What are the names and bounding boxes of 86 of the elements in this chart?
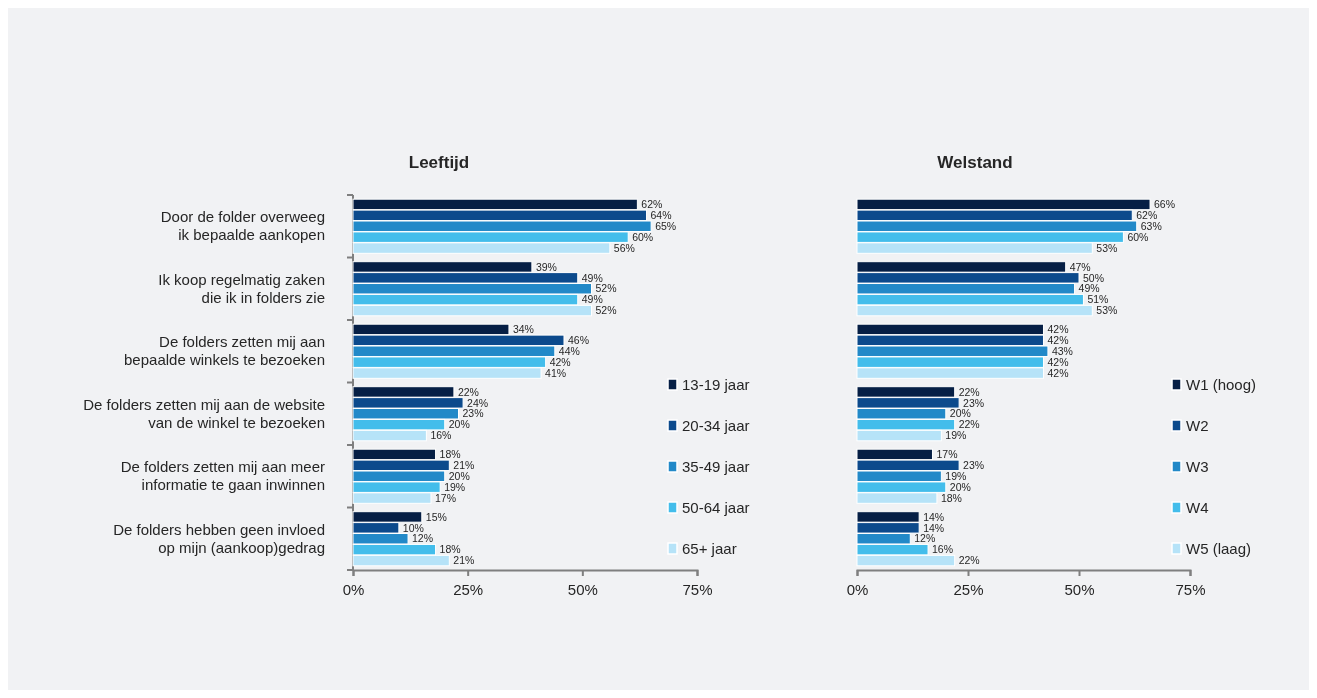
chart-title: Leeftijd (408, 153, 470, 172)
x-tick-label: 50% (567, 580, 598, 598)
legend-label: 35-49 jaar (682, 458, 750, 476)
data-label: 22% (457, 385, 479, 398)
data-label: 18% (439, 448, 461, 461)
data-label: 15% (425, 510, 447, 523)
data-label: 44% (558, 344, 580, 357)
legend-label: 13-19 jaar (682, 376, 750, 394)
x-tick-label: 75% (1175, 580, 1206, 598)
data-label: 22% (958, 385, 980, 398)
data-label: 23% (963, 396, 985, 409)
x-tick-label: 50% (1064, 580, 1095, 598)
x-tick-label: 0% (846, 580, 869, 598)
data-label: 49% (1078, 282, 1100, 295)
data-label: 60% (1127, 230, 1149, 243)
data-label: 50% (1083, 271, 1105, 284)
y-tick-label: De folders hebben geen invloed op mijn (aankoop)gedrag (113, 520, 325, 556)
data-label: 64% (650, 209, 672, 222)
data-label: 20% (949, 480, 971, 493)
y-tick-label: Ik koop regelmatig zaken die ik in folders zie (158, 270, 325, 306)
data-label: 49% (581, 271, 603, 284)
x-tick-label: 25% (453, 580, 484, 598)
data-label: 42% (1047, 323, 1069, 336)
data-label: 14% (923, 521, 945, 534)
data-label: 10% (402, 521, 424, 534)
data-label: 47% (1069, 260, 1091, 273)
data-label: 19% (945, 429, 967, 442)
x-tick-label: 75% (682, 580, 713, 598)
data-label: 20% (448, 418, 470, 431)
data-label: 18% (439, 543, 461, 556)
data-label: 23% (963, 459, 985, 472)
data-label: 22% (958, 554, 980, 567)
data-label: 24% (467, 396, 489, 409)
data-label: 56% (613, 241, 635, 254)
data-label: 18% (940, 491, 962, 504)
legend-label: W5 (laag) (1186, 540, 1252, 558)
data-label: 16% (932, 543, 954, 556)
data-label: 42% (1047, 355, 1069, 368)
data-label: 53% (1096, 304, 1118, 317)
data-label: 12% (914, 532, 936, 545)
data-label: 46% (567, 334, 589, 347)
data-label: 14% (923, 510, 945, 523)
data-label: 39% (535, 260, 557, 273)
data-label: 43% (1051, 344, 1073, 357)
data-label: 12% (412, 532, 434, 545)
data-label: 21% (453, 459, 475, 472)
legend-label: 65+ jaar (682, 540, 737, 558)
data-label: 66% (1154, 198, 1176, 211)
legend-label: W2 (1186, 417, 1209, 435)
data-label: 19% (444, 480, 466, 493)
data-label: 20% (949, 407, 971, 420)
data-label: 60% (632, 230, 654, 243)
legend-label: W4 (1186, 499, 1209, 517)
data-label: 42% (549, 355, 571, 368)
x-tick-label: 25% (953, 580, 984, 598)
data-label: 62% (641, 198, 663, 211)
legend-label: 50-64 jaar (682, 499, 750, 517)
data-label: 52% (595, 304, 617, 317)
data-label: 62% (1136, 209, 1158, 222)
y-tick-label: De folders zetten mij aan bepaalde winkels te bezoeken (124, 333, 325, 369)
legend-label: W1 (hoog) (1186, 376, 1257, 394)
data-label: 23% (462, 407, 484, 420)
data-label: 49% (581, 293, 603, 306)
data-label: 63% (1140, 219, 1162, 232)
legend-label: 20-34 jaar (682, 417, 750, 435)
y-tick-label: De folders zetten mij aan meer informatie te gaan inwinnen (120, 458, 325, 494)
y-tick-label: De folders zetten mij aan de website van de winkel te bezoeken (83, 395, 325, 431)
chart-title: Welstand (937, 153, 1013, 172)
legend-label: W3 (1186, 458, 1209, 476)
x-tick-label: 0% (342, 580, 365, 598)
data-label: 16% (430, 429, 452, 442)
data-label: 41% (545, 366, 567, 379)
data-label: 17% (936, 448, 958, 461)
data-label: 53% (1096, 241, 1118, 254)
data-label: 22% (958, 418, 980, 431)
data-label: 42% (1047, 366, 1069, 379)
data-label: 52% (595, 282, 617, 295)
y-tick-label: Door de folder overweeg ik bepaalde aankopen (160, 208, 325, 244)
data-label: 20% (448, 469, 470, 482)
data-label: 19% (945, 469, 967, 482)
data-label: 42% (1047, 334, 1069, 347)
data-label: 17% (434, 491, 456, 504)
data-label: 21% (453, 554, 475, 567)
data-label: 65% (655, 219, 677, 232)
data-label: 51% (1087, 293, 1109, 306)
data-label: 34% (512, 323, 534, 336)
